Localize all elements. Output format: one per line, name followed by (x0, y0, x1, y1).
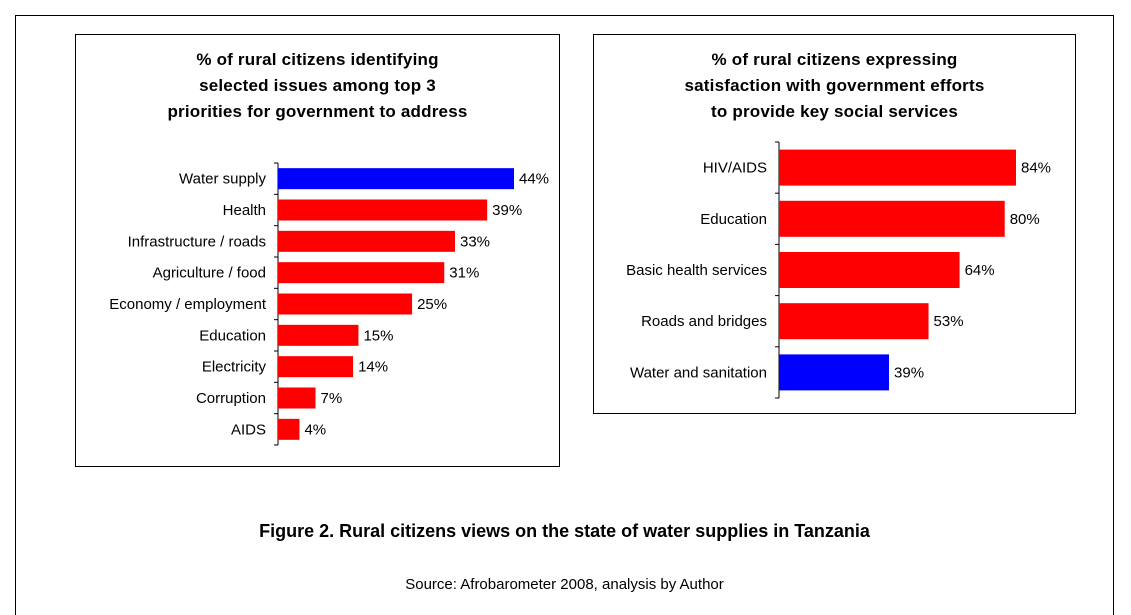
category-label: Economy / employment (109, 296, 267, 313)
value-label: 44% (519, 171, 549, 188)
category-label: Water supply (179, 171, 266, 188)
chart-title-line: to provide key social services (711, 102, 958, 121)
category-label: Agriculture / food (153, 265, 266, 282)
chart-panel-priorities: % of rural citizens identifying selected… (75, 34, 560, 467)
bar (779, 252, 960, 288)
category-label: Health (223, 202, 266, 219)
value-label: 84% (1021, 160, 1051, 177)
category-label: Roads and bridges (641, 313, 767, 330)
chart-title-satisfaction: % of rural citizens expressing satisfact… (594, 47, 1075, 125)
bar (779, 303, 929, 340)
bar (278, 356, 354, 378)
value-label: 39% (492, 202, 522, 219)
bar-chart-priorities: Water supply 44% Health 39% Infrastructure /… (109, 162, 549, 446)
chart-title-line: priorities for government to address (167, 102, 468, 121)
bar (278, 387, 316, 409)
category-label: Electricity (202, 359, 267, 376)
category-label: Corruption (196, 390, 266, 407)
category-label: AIDS (231, 421, 266, 438)
bar (278, 324, 359, 346)
value-label: 4% (304, 421, 326, 438)
value-label: 33% (460, 233, 490, 250)
bar-chart-satisfaction: HIV/AIDS 84% Education 80% Basic health serv… (626, 141, 1051, 399)
value-label: 7% (321, 390, 343, 407)
chart-title-priorities: % of rural citizens identifying selected… (76, 47, 559, 125)
category-label: Infrastructure / roads (128, 233, 266, 250)
value-label: 25% (417, 296, 447, 313)
category-label: Water and sanitation (630, 364, 767, 381)
chart-title-line: satisfaction with government efforts (684, 76, 985, 95)
bar (779, 200, 1005, 237)
bar (779, 149, 1016, 186)
chart-title-line: % of rural citizens expressing (711, 50, 958, 69)
value-label: 53% (934, 313, 964, 330)
bar (278, 418, 300, 440)
bar (779, 354, 890, 391)
category-label: HIV/AIDS (703, 160, 767, 177)
value-label: 14% (358, 359, 388, 376)
value-label: 39% (894, 364, 924, 381)
category-label: Education (199, 327, 266, 344)
chart-panel-satisfaction: % of rural citizens expressing satisfact… (593, 34, 1076, 414)
value-label: 15% (363, 327, 393, 344)
bar (278, 230, 455, 252)
bar (278, 199, 488, 221)
value-label: 31% (449, 265, 479, 282)
chart-title-line: selected issues among top 3 (199, 76, 436, 95)
figure-source: Source: Afrobarometer 2008, analysis by … (405, 576, 724, 593)
bar (278, 293, 413, 315)
category-label: Basic health services (626, 262, 767, 279)
value-label: 64% (965, 262, 995, 279)
category-label: Education (700, 211, 767, 228)
bar (278, 262, 445, 284)
figure-caption: Figure 2. Rural citizens views on the st… (259, 521, 870, 541)
chart-title-line: % of rural citizens identifying (196, 50, 439, 69)
bar (278, 168, 514, 190)
value-label: 80% (1010, 211, 1040, 228)
figure-frame (15, 15, 1114, 615)
